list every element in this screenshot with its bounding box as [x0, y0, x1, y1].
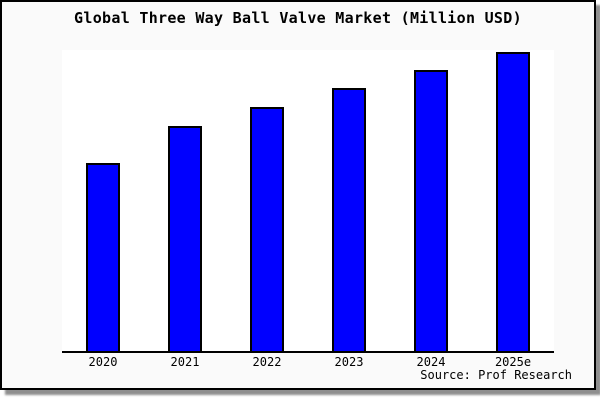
chart-title: Global Three Way Ball Valve Market (Mill…	[74, 9, 522, 27]
x-tick-label-2024: 2024	[416, 355, 446, 369]
source-attribution: Source: Prof Research	[420, 368, 572, 382]
bar-2024	[414, 70, 448, 351]
plot-area	[62, 50, 554, 353]
bar-2021	[168, 126, 202, 351]
bar-2023	[332, 88, 366, 351]
x-tick-label-2022: 2022	[252, 355, 282, 369]
x-tick-label-2020: 2020	[88, 355, 118, 369]
bar-2025e	[496, 52, 530, 351]
bar-2022	[250, 107, 284, 351]
chart-figure-card: Global Three Way Ball Valve Market (Mill…	[0, 0, 596, 390]
x-tick-label-2025e: 2025e	[494, 355, 532, 369]
x-tick-label-2023: 2023	[334, 355, 364, 369]
x-tick-label-2021: 2021	[170, 355, 200, 369]
bar-2020	[86, 163, 120, 351]
